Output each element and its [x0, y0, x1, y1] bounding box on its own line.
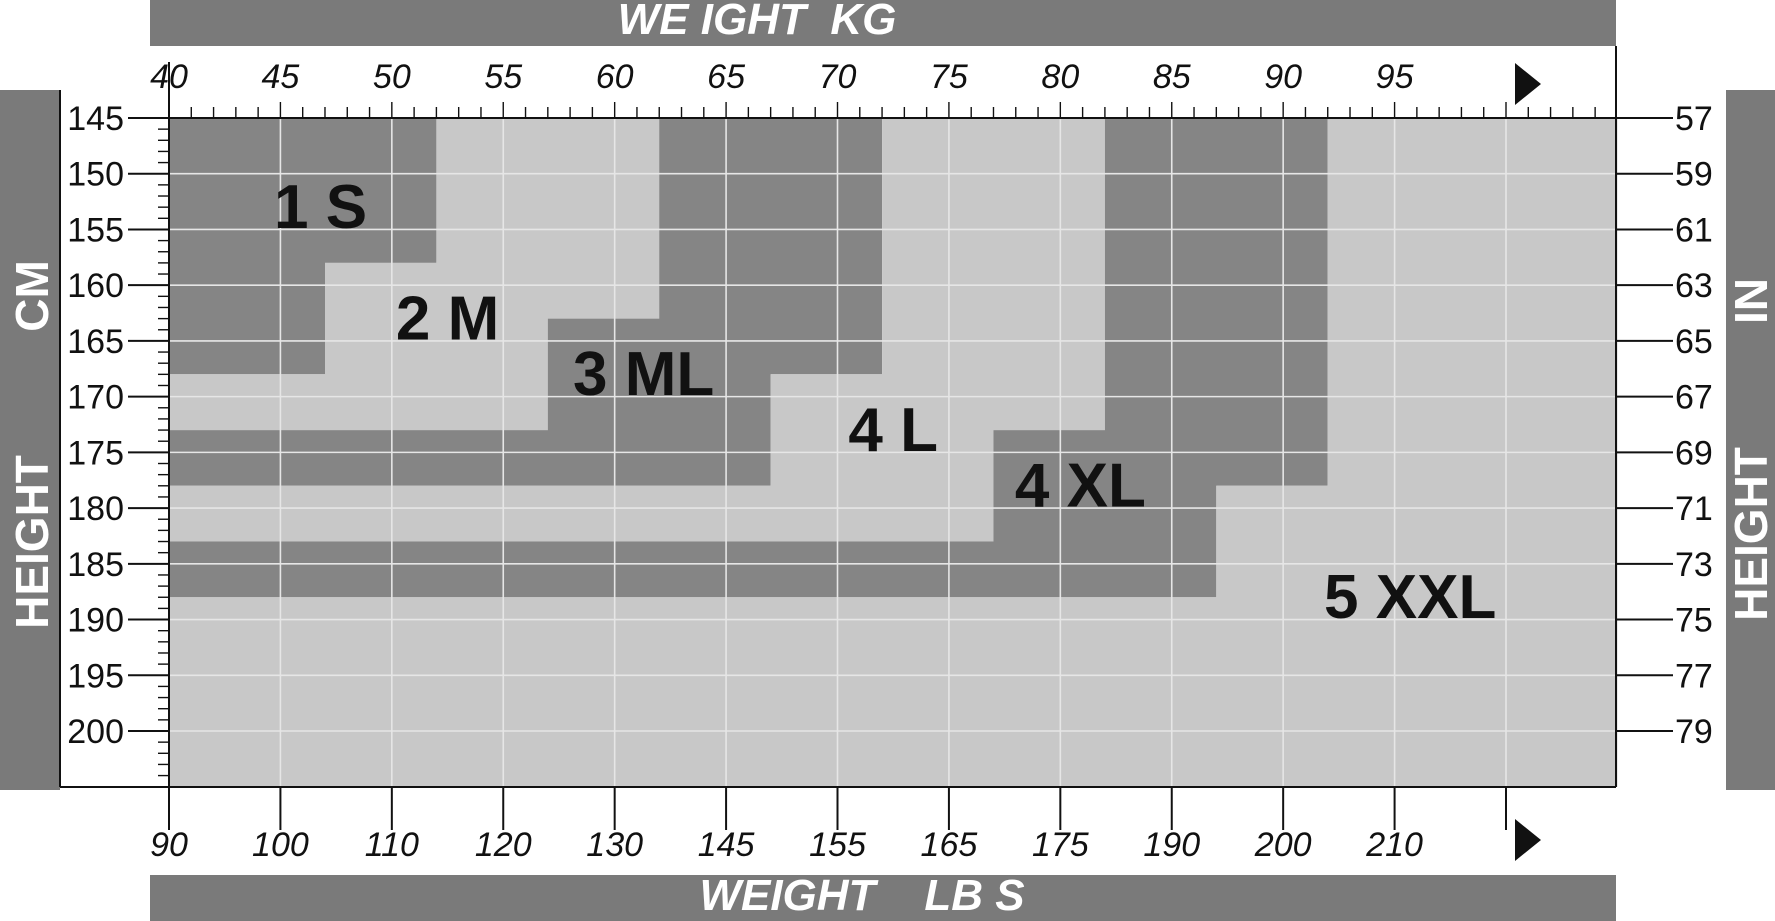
size-label-5-xxl: 5 XXL [1324, 563, 1496, 632]
right-tick-label: 63 [1675, 267, 1713, 305]
right-tick-label: 79 [1675, 713, 1713, 751]
left-tick-label: 165 [67, 323, 124, 361]
size-label-4-l: 4 L [848, 396, 938, 465]
right-tick-label: 57 [1675, 100, 1713, 138]
left-tick-label: 150 [67, 156, 124, 194]
left-banner [0, 90, 60, 790]
left-tick-label: 170 [67, 379, 124, 417]
bottom-tick-label: 165 [921, 826, 978, 864]
left-tick-label: 175 [67, 434, 124, 472]
right-tick-label: 61 [1675, 211, 1713, 249]
top-tick-label: 95 [1376, 58, 1414, 96]
bottom-tick-label: 90 [150, 826, 188, 864]
size-label-1-s: 1 S [274, 173, 367, 242]
right-tick-label: 71 [1675, 490, 1713, 528]
bottom-tick-label: 120 [475, 826, 532, 864]
left-tick-label: 185 [67, 546, 124, 584]
top-tick-label: 40 [150, 58, 188, 96]
right-banner-unit: IN [1725, 278, 1775, 324]
left-banner-unit: CM [6, 260, 58, 332]
bottom-tick-label: 100 [252, 826, 309, 864]
right-tick-label: 65 [1675, 323, 1713, 361]
top-tick-label: 50 [373, 58, 411, 96]
bottom-tick-label: 110 [365, 826, 419, 864]
zone-1-s [169, 118, 437, 375]
top-tick-label: 60 [596, 58, 634, 96]
bottom-tick-label: 175 [1032, 826, 1089, 864]
top-tick-label: 75 [930, 58, 968, 96]
top-tick-label: 70 [819, 58, 857, 96]
zone-3-ml [169, 118, 883, 486]
top-tick-label: 90 [1264, 58, 1302, 96]
left-tick-label: 190 [67, 602, 124, 640]
right-tick-label: 69 [1675, 434, 1713, 472]
bottom-banner-title: WEIGHT LB S [699, 871, 1024, 920]
top-tick-label: 65 [707, 58, 745, 96]
bottom-tick-label: 145 [698, 826, 755, 864]
top-tick-label: 55 [484, 58, 522, 96]
right-tick-label: 77 [1675, 657, 1713, 695]
axes [59, 46, 1673, 830]
left-banner-height: HEIGHT [6, 455, 58, 629]
right-banner-height: HEIGHT [1725, 447, 1775, 621]
left-tick-label: 145 [67, 100, 124, 138]
left-tick-label: 155 [67, 211, 124, 249]
bottom-tick-label: 210 [1365, 826, 1423, 864]
top-tick-label: 85 [1153, 58, 1191, 96]
top-banner-title: WE IGHT KG [618, 0, 897, 44]
bottom-arrow-icon [1515, 819, 1541, 861]
size-label-3-ml: 3 ML [573, 340, 714, 409]
left-tick-label: 200 [67, 713, 124, 751]
zone-4-xl [169, 118, 1328, 598]
top-banner [150, 0, 1616, 46]
grid-lines [169, 118, 1616, 787]
bottom-tick-label: 130 [586, 826, 643, 864]
right-tick-label: 59 [1675, 156, 1713, 194]
zone-4-l [169, 118, 1105, 542]
left-tick-label: 160 [67, 267, 124, 305]
bottom-tick-label: 155 [809, 826, 866, 864]
right-banner [1726, 90, 1775, 790]
left-tick-label: 195 [67, 657, 124, 695]
top-tick-label: 80 [1041, 58, 1079, 96]
left-tick-label: 180 [67, 490, 124, 528]
zone-labels: 1 S 2 M 3 ML 4 L 4 XL 5 XXL [274, 173, 1496, 632]
bottom-banner [150, 875, 1616, 921]
bottom-tick-label: 190 [1143, 826, 1200, 864]
top-tick-label: 45 [262, 58, 300, 96]
right-tick-label: 73 [1675, 546, 1713, 584]
right-tick-label: 67 [1675, 379, 1713, 417]
bottom-tick-label: 200 [1254, 826, 1312, 864]
top-arrow-icon [1515, 63, 1541, 105]
right-tick-label: 75 [1675, 602, 1713, 640]
tick-labels: 40 45 50 55 60 65 70 75 80 85 90 95 90 100 110 120 130 14… [67, 58, 1713, 864]
zone-2-m [169, 118, 660, 431]
size-label-2-m: 2 M [396, 285, 499, 354]
size-label-4-xl: 4 XL [1015, 452, 1146, 521]
